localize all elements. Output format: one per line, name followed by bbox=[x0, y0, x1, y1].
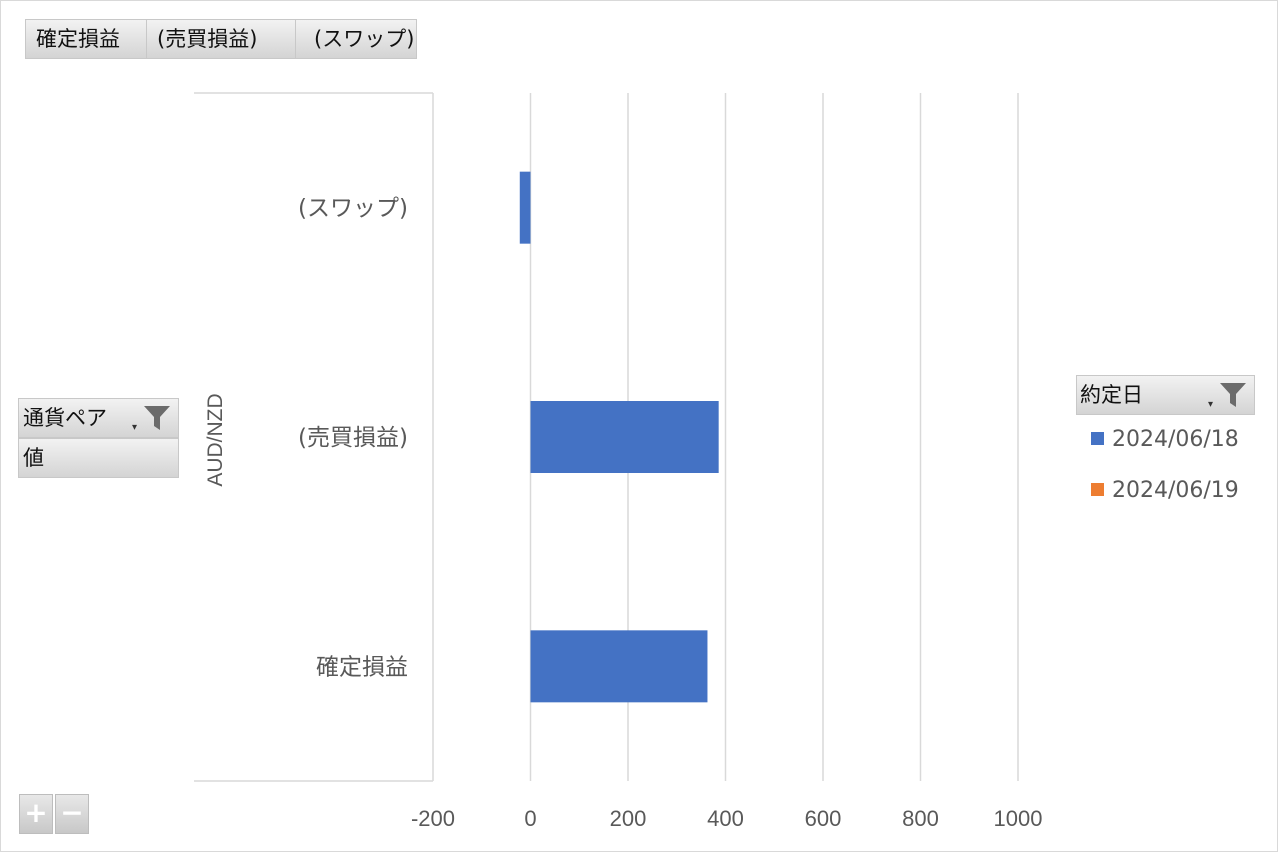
field-button-label: (売買損益) bbox=[157, 27, 258, 51]
field-button-label: (スワップ) bbox=[314, 27, 415, 51]
chevron-down-icon: ▾ bbox=[1208, 399, 1214, 410]
legend-field-label: 約定日 bbox=[1080, 383, 1143, 407]
category-label: 確定損益 bbox=[316, 654, 408, 680]
field-button-baibai[interactable]: (売買損益) bbox=[146, 19, 296, 59]
expand-button[interactable]: + bbox=[19, 794, 53, 834]
legend-label: 2024/06/19 bbox=[1112, 478, 1239, 503]
x-tick-label: 1000 bbox=[994, 806, 1043, 831]
bar bbox=[530, 401, 719, 473]
legend-item[interactable]: 2024/06/19 bbox=[1091, 478, 1239, 503]
legend-label: 2024/06/18 bbox=[1112, 427, 1239, 452]
values-field-label: 値 bbox=[23, 446, 44, 470]
plus-icon: + bbox=[24, 796, 48, 829]
x-tick-label: 200 bbox=[610, 806, 647, 831]
x-tick-label: 800 bbox=[902, 806, 939, 831]
filter-icon bbox=[144, 406, 170, 430]
x-tick-label: 400 bbox=[707, 806, 744, 831]
field-button-swap[interactable]: (スワップ) bbox=[295, 19, 417, 59]
x-tick-label: 600 bbox=[805, 806, 842, 831]
collapse-button[interactable]: − bbox=[55, 794, 89, 834]
bar bbox=[519, 171, 531, 244]
group-label: AUD/NZD bbox=[204, 393, 227, 486]
axis-field-button[interactable]: 通貨ペア ▾ bbox=[18, 398, 179, 438]
legend-item[interactable]: 2024/06/18 bbox=[1091, 427, 1239, 452]
axis-field-label: 通貨ペア bbox=[23, 406, 107, 430]
x-tick-label: 0 bbox=[524, 806, 536, 831]
values-field-button[interactable]: 値 bbox=[18, 438, 179, 478]
filter-icon bbox=[1220, 383, 1246, 407]
x-tick-label: -200 bbox=[411, 806, 455, 831]
category-label: (スワップ) bbox=[298, 196, 408, 222]
legend-swatch bbox=[1091, 483, 1104, 496]
legend-swatch bbox=[1091, 432, 1104, 445]
minus-icon: − bbox=[60, 796, 84, 829]
category-label: (売買損益) bbox=[298, 425, 408, 451]
field-button-label: 確定損益 bbox=[36, 27, 120, 51]
field-button-kakutei[interactable]: 確定損益 bbox=[25, 19, 147, 59]
bar bbox=[530, 630, 708, 703]
chevron-down-icon: ▾ bbox=[132, 422, 138, 433]
legend-field-button[interactable]: 約定日 ▾ bbox=[1076, 375, 1255, 415]
